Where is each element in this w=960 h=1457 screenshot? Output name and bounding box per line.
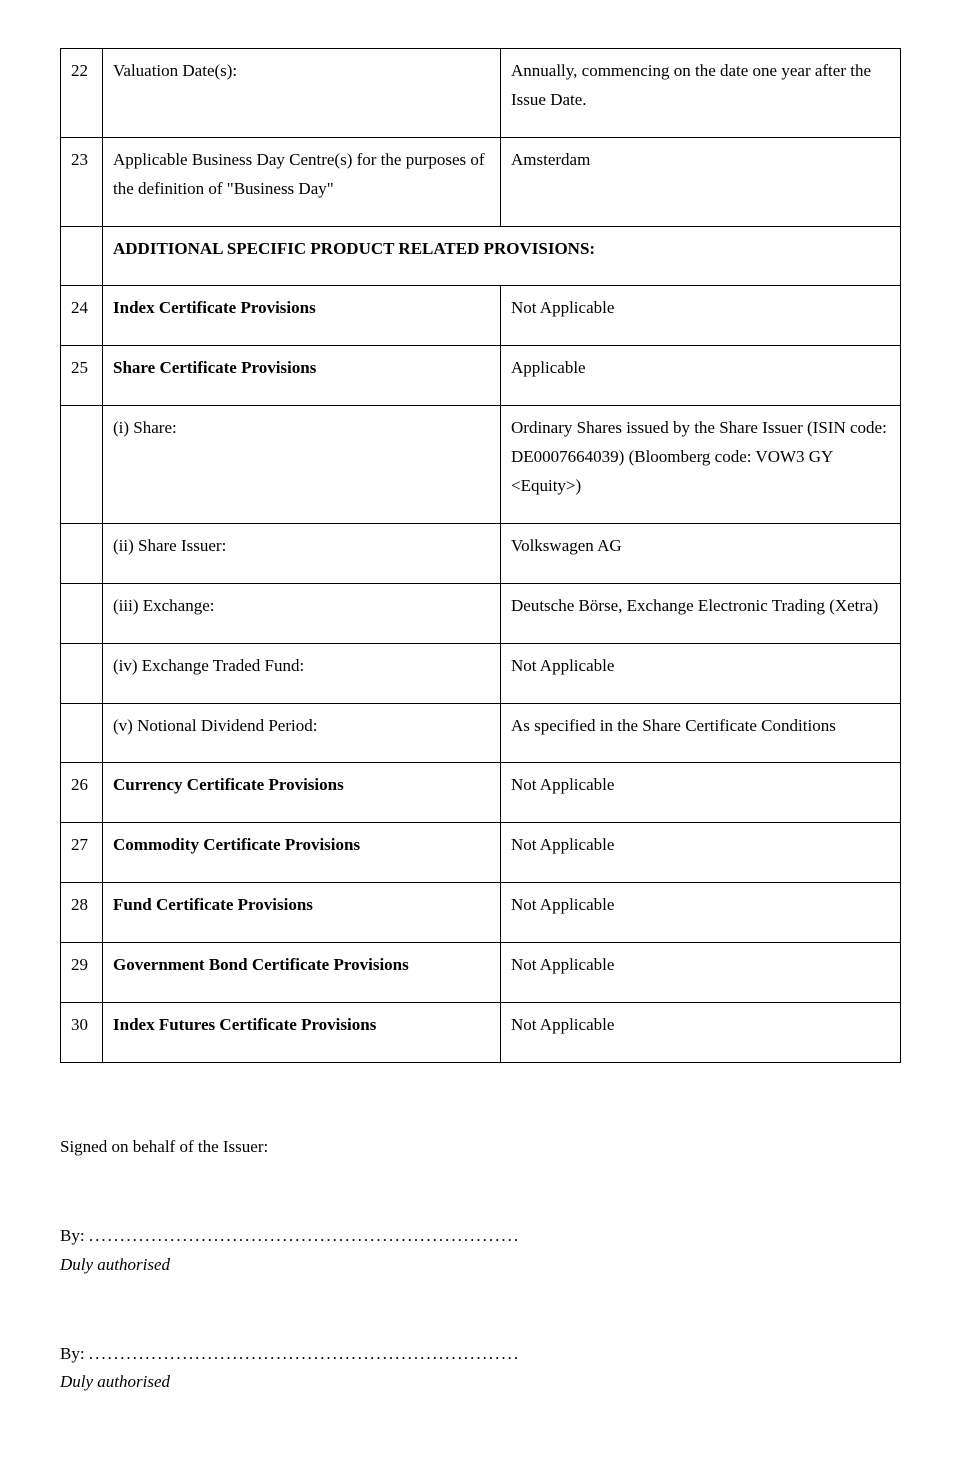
row-number: 22 [61,49,103,138]
section-heading-row: ADDITIONAL SPECIFIC PRODUCT RELATED PROV… [61,226,901,286]
table-row: 30 Index Futures Certificate Provisions … [61,1003,901,1063]
row-number: 25 [61,346,103,406]
row-value: Amsterdam [501,137,901,226]
signature-dots: ........................................… [89,1344,520,1363]
row-value: Applicable [501,346,901,406]
row-value: Not Applicable [501,823,901,883]
table-row: 22 Valuation Date(s): Annually, commenci… [61,49,901,138]
row-label: (v) Notional Dividend Period: [103,703,501,763]
empty-cell [61,523,103,583]
row-label: (i) Share: [103,406,501,524]
row-number: 26 [61,763,103,823]
table-row: 24 Index Certificate Provisions Not Appl… [61,286,901,346]
empty-cell [61,583,103,643]
signature-block: Signed on behalf of the Issuer: By: ....… [60,1133,900,1397]
row-number: 30 [61,1003,103,1063]
table-row: (iii) Exchange: Deutsche Börse, Exchange… [61,583,901,643]
table-row: (i) Share: Ordinary Shares issued by the… [61,406,901,524]
row-label: (ii) Share Issuer: [103,523,501,583]
row-label: (iv) Exchange Traded Fund: [103,643,501,703]
row-label: Fund Certificate Provisions [103,883,501,943]
row-label: Currency Certificate Provisions [103,763,501,823]
row-value: Not Applicable [501,286,901,346]
row-label: Index Futures Certificate Provisions [103,1003,501,1063]
empty-cell [61,406,103,524]
row-label: Commodity Certificate Provisions [103,823,501,883]
row-number: 23 [61,137,103,226]
empty-cell [61,703,103,763]
table-row: 25 Share Certificate Provisions Applicab… [61,346,901,406]
row-label: Index Certificate Provisions [103,286,501,346]
provisions-table: 22 Valuation Date(s): Annually, commenci… [60,48,901,1063]
row-value: Not Applicable [501,1003,901,1063]
signed-on-behalf: Signed on behalf of the Issuer: [60,1133,900,1162]
table-row: (ii) Share Issuer: Volkswagen AG [61,523,901,583]
row-label: Valuation Date(s): [103,49,501,138]
by-line-2: By: ....................................… [60,1340,900,1369]
table-row: 23 Applicable Business Day Centre(s) for… [61,137,901,226]
row-value: Not Applicable [501,643,901,703]
table-row: 27 Commodity Certificate Provisions Not … [61,823,901,883]
row-value: Not Applicable [501,883,901,943]
table-row: 28 Fund Certificate Provisions Not Appli… [61,883,901,943]
duly-authorised-1: Duly authorised [60,1251,900,1280]
row-number: 27 [61,823,103,883]
row-value: Deutsche Börse, Exchange Electronic Trad… [501,583,901,643]
row-value: Volkswagen AG [501,523,901,583]
signature-dots: ........................................… [89,1226,520,1245]
row-label: Applicable Business Day Centre(s) for th… [103,137,501,226]
row-number: 29 [61,943,103,1003]
table-row: 26 Currency Certificate Provisions Not A… [61,763,901,823]
empty-cell [61,643,103,703]
by-label: By: [60,1344,85,1363]
duly-authorised-2: Duly authorised [60,1368,900,1397]
by-label: By: [60,1226,85,1245]
row-value: Not Applicable [501,763,901,823]
row-number: 24 [61,286,103,346]
row-value: As specified in the Share Certificate Co… [501,703,901,763]
row-value: Not Applicable [501,943,901,1003]
row-label: Share Certificate Provisions [103,346,501,406]
row-label: (iii) Exchange: [103,583,501,643]
row-label: Government Bond Certificate Provisions [103,943,501,1003]
table-row: (v) Notional Dividend Period: As specifi… [61,703,901,763]
row-number: 28 [61,883,103,943]
by-line-1: By: ....................................… [60,1222,900,1251]
row-value: Ordinary Shares issued by the Share Issu… [501,406,901,524]
table-row: (iv) Exchange Traded Fund: Not Applicabl… [61,643,901,703]
section-heading: ADDITIONAL SPECIFIC PRODUCT RELATED PROV… [103,226,901,286]
row-value: Annually, commencing on the date one yea… [501,49,901,138]
empty-cell [61,226,103,286]
table-row: 29 Government Bond Certificate Provision… [61,943,901,1003]
